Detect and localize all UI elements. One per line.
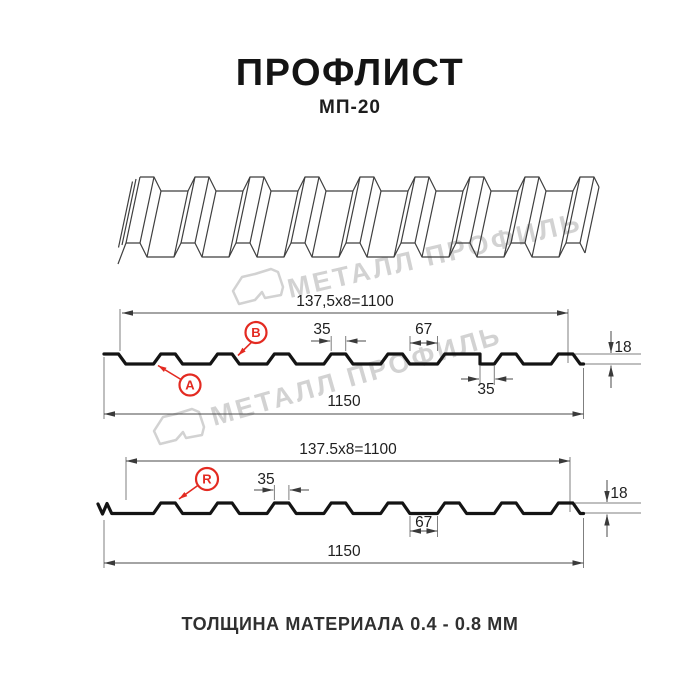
label-r-circle	[194, 466, 220, 492]
dim-valley: 67	[415, 514, 432, 531]
label-a-arrow	[157, 364, 182, 381]
dim-valley: 67	[415, 321, 432, 338]
page-title: ПРОФЛИСТ	[235, 52, 465, 94]
material-thickness-note: ТОЛЩИНА МАТЕРИАЛА 0.4 - 0.8 ММ	[181, 614, 519, 634]
dim-total-width: 1150	[327, 543, 361, 560]
cross-section-top: 137,5x8=1100 1150 35 67 35 18 B A	[102, 293, 641, 419]
sheet-3d-view	[117, 176, 600, 265]
dim-height: 18	[610, 485, 627, 502]
dim-pitch-formula: 137,5x8=1100	[296, 293, 394, 310]
profile-model-code: МП-20	[319, 97, 381, 118]
dim-overlap: 35	[477, 381, 494, 398]
cross-section-bottom: 137.5x8=1100 1150 35 67 18 R	[96, 441, 641, 568]
label-b-circle	[244, 320, 268, 345]
watermark-brand-lower: МЕТАЛЛ ПРОФИЛЬ	[152, 320, 505, 446]
dim-pitch-formula: 137.5x8=1100	[299, 441, 397, 458]
label-r-arrow	[178, 484, 199, 500]
sheet-cut-end	[117, 176, 141, 265]
metall-profil-logo-icon	[231, 267, 285, 306]
label-a: A	[185, 378, 195, 393]
label-b: B	[251, 325, 260, 340]
dim-rib-top: 35	[257, 471, 274, 488]
dim-total-width: 1150	[327, 393, 361, 410]
dim-rib-top: 35	[313, 321, 330, 338]
profile-outline-bottom-section	[96, 501, 586, 516]
sheet-rib-lines	[139, 176, 600, 258]
label-r: R	[202, 472, 212, 487]
dim-height: 18	[614, 339, 631, 356]
extension-lines	[103, 457, 641, 568]
label-a-circle	[178, 373, 202, 397]
profile-outline-top-section	[102, 352, 586, 366]
